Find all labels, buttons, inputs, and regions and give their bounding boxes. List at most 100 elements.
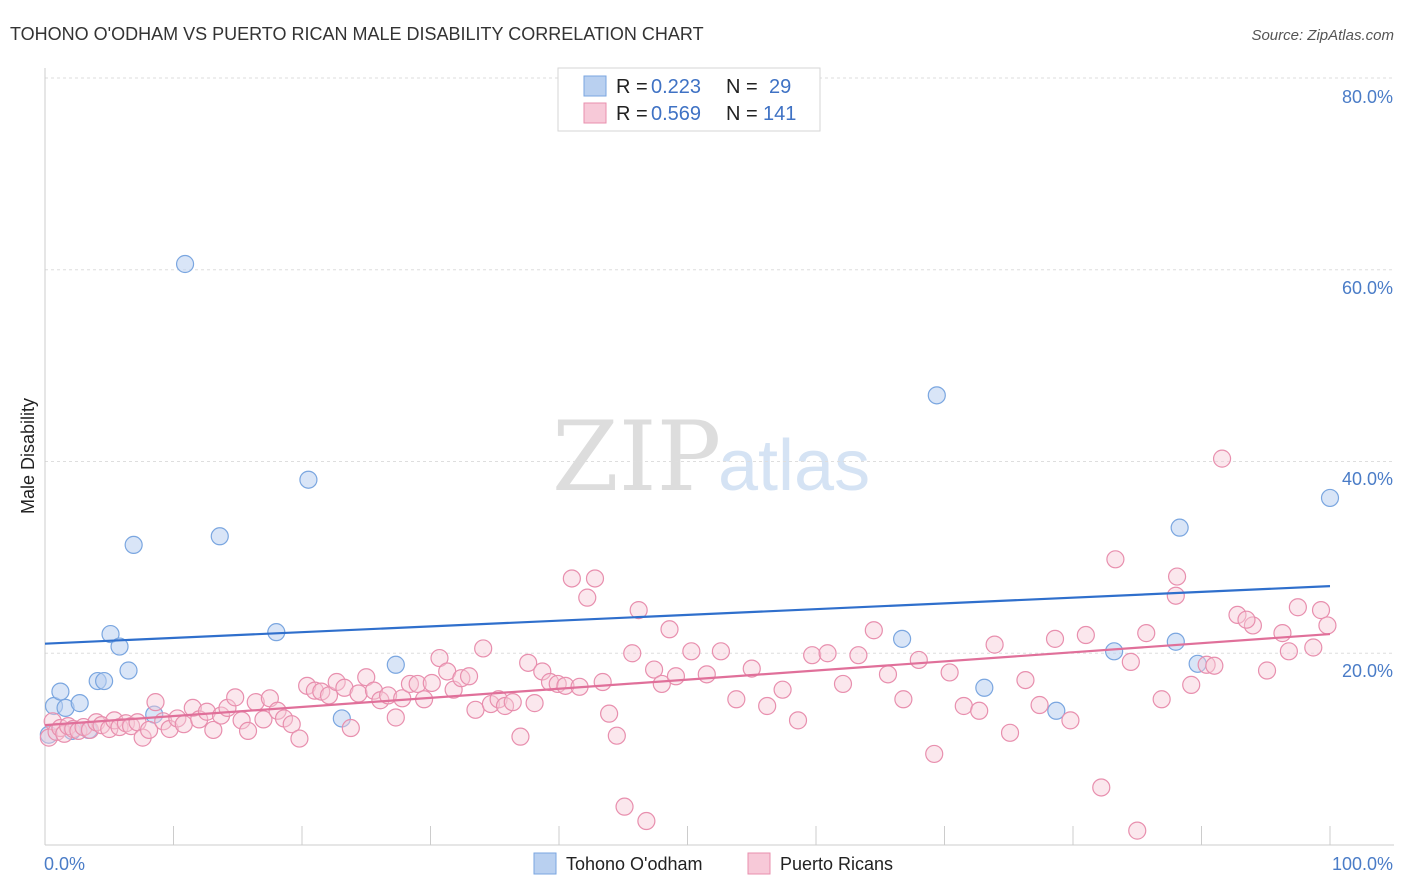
puerto-point-64 <box>466 700 485 719</box>
puerto-point-125 <box>1182 675 1201 694</box>
puerto-point-56 <box>408 674 427 694</box>
series-legend: Tohono O'odham Puerto Ricans <box>533 852 893 875</box>
tohono-point-28 <box>1320 488 1340 508</box>
puerto-point-92 <box>682 642 701 661</box>
x-tick-label-end: 100.0% <box>1332 854 1393 874</box>
puerto-point-96 <box>742 659 761 678</box>
puerto-point-91 <box>666 667 686 686</box>
puerto-point-124 <box>1167 567 1187 586</box>
puerto-point-47 <box>341 718 360 738</box>
puerto-point-31 <box>226 688 245 707</box>
tohono-point-22 <box>975 678 994 697</box>
y-axis-tick-labels: 20.0% 40.0% 60.0% 80.0% <box>1342 87 1393 681</box>
y-tick-label-60: 60.0% <box>1342 278 1393 298</box>
puerto-point-139 <box>1237 610 1256 629</box>
tohono-point-11 <box>119 661 138 680</box>
tohono-point-10 <box>110 637 129 656</box>
puerto-point-98 <box>773 680 792 699</box>
puerto-point-65 <box>474 639 493 658</box>
puerto-point-55 <box>400 674 420 694</box>
puerto-point-88 <box>644 660 664 679</box>
puerto-point-40 <box>290 729 309 748</box>
puerto-point-116 <box>1045 629 1065 648</box>
puerto-point-95 <box>727 690 746 709</box>
puerto-point-138 <box>1205 656 1224 675</box>
puerto-point-24 <box>174 715 193 734</box>
stats-legend: R = 0.223 N = 29 R = 0.569 N = 141 <box>557 67 821 132</box>
puerto-point-33 <box>238 721 258 741</box>
tohono-point-14 <box>175 254 195 274</box>
puerto-point-106 <box>894 690 913 709</box>
puerto-point-76 <box>556 676 575 695</box>
trend-lines <box>44 585 1331 727</box>
puerto-point-130 <box>1257 661 1277 680</box>
puerto-point-83 <box>607 726 626 745</box>
puerto-point-58 <box>422 673 441 693</box>
watermark: ZIP atlas <box>552 401 870 513</box>
puerto-point-107 <box>909 650 928 670</box>
legend-r-value-tohono: 0.223 <box>651 76 701 98</box>
tohono-point-27 <box>1170 518 1189 537</box>
puerto-point-25 <box>183 698 202 717</box>
bottom-legend-label-puerto: Puerto Ricans <box>780 854 893 874</box>
legend-r-label-tohono: R = <box>616 76 648 98</box>
tohono-point-24 <box>1105 642 1124 661</box>
puerto-point-89 <box>652 674 671 694</box>
puerto-point-71 <box>519 653 538 672</box>
puerto-point-140 <box>1279 642 1298 661</box>
puerto-point-99 <box>788 711 808 730</box>
puerto-point-126 <box>1197 655 1216 674</box>
x-tick-label-start: 0.0% <box>44 854 85 874</box>
puerto-point-103 <box>849 646 868 665</box>
tohono-point-15 <box>210 527 229 546</box>
tohono-point-8 <box>95 671 114 691</box>
chart-title: TOHONO O'ODHAM VS PUERTO RICAN MALE DISA… <box>10 24 704 44</box>
puerto-point-100 <box>803 646 822 665</box>
puerto-point-97 <box>758 696 777 716</box>
tohono-point-9 <box>101 624 120 644</box>
tohono-point-20 <box>892 629 912 648</box>
puerto-point-117 <box>1061 711 1080 730</box>
puerto-point-86 <box>629 601 648 620</box>
puerto-point-70 <box>511 727 530 746</box>
puerto-point-67 <box>489 690 508 709</box>
puerto-point-20 <box>146 693 165 712</box>
tohono-trend-line <box>44 585 1331 645</box>
puerto-point-136 <box>1128 821 1147 840</box>
puerto-point-59 <box>430 648 449 668</box>
puerto-point-118 <box>1076 625 1095 645</box>
puerto-point-104 <box>864 621 883 640</box>
y-tick-label-20: 20.0% <box>1342 661 1393 681</box>
legend-swatch-puerto <box>583 102 607 124</box>
puerto-point-128 <box>1228 605 1247 625</box>
tohono-point-2 <box>51 682 70 701</box>
legend-n-value-puerto: 141 <box>763 103 796 125</box>
puerto-point-42 <box>305 681 324 700</box>
puerto-point-111 <box>970 701 989 720</box>
puerto-point-5 <box>59 717 78 736</box>
puerto-point-108 <box>925 744 944 764</box>
puerto-point-49 <box>357 668 376 687</box>
legend-r-label-puerto: R = <box>616 103 648 125</box>
puerto-point-131 <box>1273 624 1292 643</box>
puerto-point-133 <box>1304 638 1323 657</box>
puerto-point-85 <box>623 644 642 663</box>
watermark-zip: ZIP <box>552 401 721 513</box>
puerto-point-120 <box>1106 550 1125 569</box>
legend-r-value-puerto: 0.569 <box>651 103 701 125</box>
puerto-point-113 <box>1000 723 1020 742</box>
puerto-point-127 <box>1212 449 1232 468</box>
legend-n-label-puerto: N = <box>726 103 758 125</box>
puerto-point-69 <box>503 693 522 712</box>
puerto-point-110 <box>954 696 973 716</box>
tohono-point-19 <box>386 655 405 674</box>
y-tick-label-80: 80.0% <box>1342 87 1393 107</box>
puerto-point-82 <box>600 704 619 723</box>
puerto-point-90 <box>660 620 679 639</box>
puerto-point-27 <box>197 702 217 721</box>
tohono-point-25 <box>1166 632 1185 651</box>
tohono-point-23 <box>1047 701 1066 720</box>
bottom-legend-swatch-tohono <box>533 852 557 875</box>
puerto-point-84 <box>615 797 634 816</box>
puerto-point-80 <box>585 569 605 588</box>
